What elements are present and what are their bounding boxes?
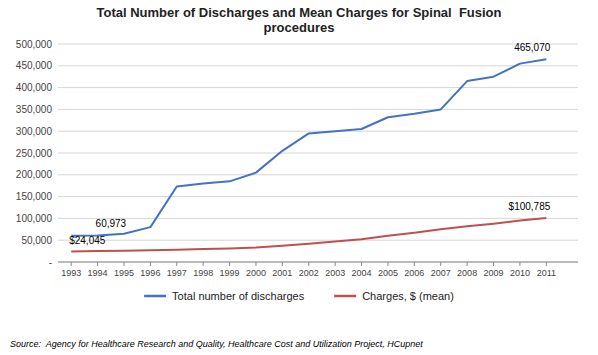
x-tick bbox=[150, 262, 151, 266]
data-label: $24,045 bbox=[69, 235, 106, 246]
x-tick bbox=[308, 262, 309, 266]
x-tick bbox=[546, 262, 547, 266]
x-tick bbox=[255, 262, 256, 266]
grid-line bbox=[58, 240, 578, 241]
grid-line bbox=[58, 65, 578, 66]
x-tick-label: 1994 bbox=[88, 268, 108, 278]
x-tick-label: 2001 bbox=[272, 268, 292, 278]
grid-line bbox=[58, 131, 578, 132]
x-tick bbox=[440, 262, 441, 266]
y-tick-label: 150,000 bbox=[16, 191, 53, 202]
x-tick bbox=[387, 262, 388, 266]
x-tick bbox=[97, 262, 98, 266]
x-tick-label: 2010 bbox=[510, 268, 530, 278]
x-axis-line bbox=[58, 262, 578, 263]
x-tick bbox=[414, 262, 415, 266]
legend: Total number of discharges Charges, $ (me… bbox=[144, 290, 454, 302]
title-line: Total Number of Discharges and Mean Char… bbox=[97, 5, 502, 20]
legend-label: Total number of discharges bbox=[172, 290, 305, 302]
x-tick-label: 1998 bbox=[193, 268, 213, 278]
grid-line bbox=[58, 218, 578, 219]
grid-line bbox=[58, 87, 578, 88]
x-tick-label: 1999 bbox=[220, 268, 240, 278]
grid-line bbox=[58, 262, 578, 263]
x-tick-label: 2003 bbox=[325, 268, 345, 278]
x-tick-label: 1995 bbox=[114, 268, 134, 278]
x-tick-label: 2004 bbox=[352, 268, 372, 278]
legend-swatch bbox=[334, 295, 356, 298]
x-tick-label: 2002 bbox=[299, 268, 319, 278]
y-tick-label: 300,000 bbox=[16, 126, 53, 137]
y-tick-label: 50,000 bbox=[21, 235, 52, 246]
x-tick bbox=[493, 262, 494, 266]
y-tick-label: 200,000 bbox=[16, 169, 53, 180]
x-tick bbox=[519, 262, 520, 266]
x-tick bbox=[123, 262, 124, 266]
legend-swatch bbox=[144, 295, 166, 298]
series-line bbox=[71, 218, 546, 251]
x-tick bbox=[176, 262, 177, 266]
x-tick-label: 1996 bbox=[140, 268, 160, 278]
grid-line bbox=[58, 174, 578, 175]
legend-label: Charges, $ (mean) bbox=[362, 290, 454, 302]
y-tick-label: 350,000 bbox=[16, 104, 53, 115]
x-tick-label: 2006 bbox=[404, 268, 424, 278]
x-tick bbox=[71, 262, 72, 266]
y-tick-label: 500,000 bbox=[16, 39, 53, 50]
grid-line bbox=[58, 109, 578, 110]
x-tick-label: 2000 bbox=[246, 268, 266, 278]
plot-area bbox=[71, 59, 546, 251]
data-label: 465,070 bbox=[514, 42, 551, 53]
x-tick-label: 2005 bbox=[378, 268, 398, 278]
title-line: procedures bbox=[264, 20, 335, 35]
x-tick-label: 2007 bbox=[431, 268, 451, 278]
grid-line bbox=[58, 153, 578, 154]
x-tick-label: 2011 bbox=[537, 268, 556, 278]
source: Source: Agency for Healthcare Research a… bbox=[10, 339, 423, 349]
y-tick-label: 450,000 bbox=[16, 60, 53, 71]
title: Total Number of Discharges and Mean Char… bbox=[97, 5, 502, 35]
x-tick-label: 2008 bbox=[457, 268, 477, 278]
y-tick-label: 250,000 bbox=[16, 148, 53, 159]
y-tick-label: 100,000 bbox=[16, 213, 53, 224]
x-tick-label: 1993 bbox=[61, 268, 81, 278]
chart: Total Number of Discharges and Mean Char… bbox=[0, 0, 598, 355]
x-tick bbox=[335, 262, 336, 266]
y-tick-label: 400,000 bbox=[16, 82, 53, 93]
x-tick bbox=[229, 262, 230, 266]
grid-line bbox=[58, 196, 578, 197]
data-label: $100,785 bbox=[509, 201, 551, 212]
series-line bbox=[71, 59, 546, 236]
x-tick-label: 1997 bbox=[167, 268, 187, 278]
grid-line bbox=[58, 44, 578, 45]
x-tick bbox=[203, 262, 204, 266]
y-tick-label: - bbox=[49, 257, 52, 268]
x-tick-label: 2009 bbox=[484, 268, 504, 278]
x-tick bbox=[282, 262, 283, 266]
data-label: 60,973 bbox=[96, 218, 127, 229]
x-tick bbox=[361, 262, 362, 266]
x-tick bbox=[467, 262, 468, 266]
